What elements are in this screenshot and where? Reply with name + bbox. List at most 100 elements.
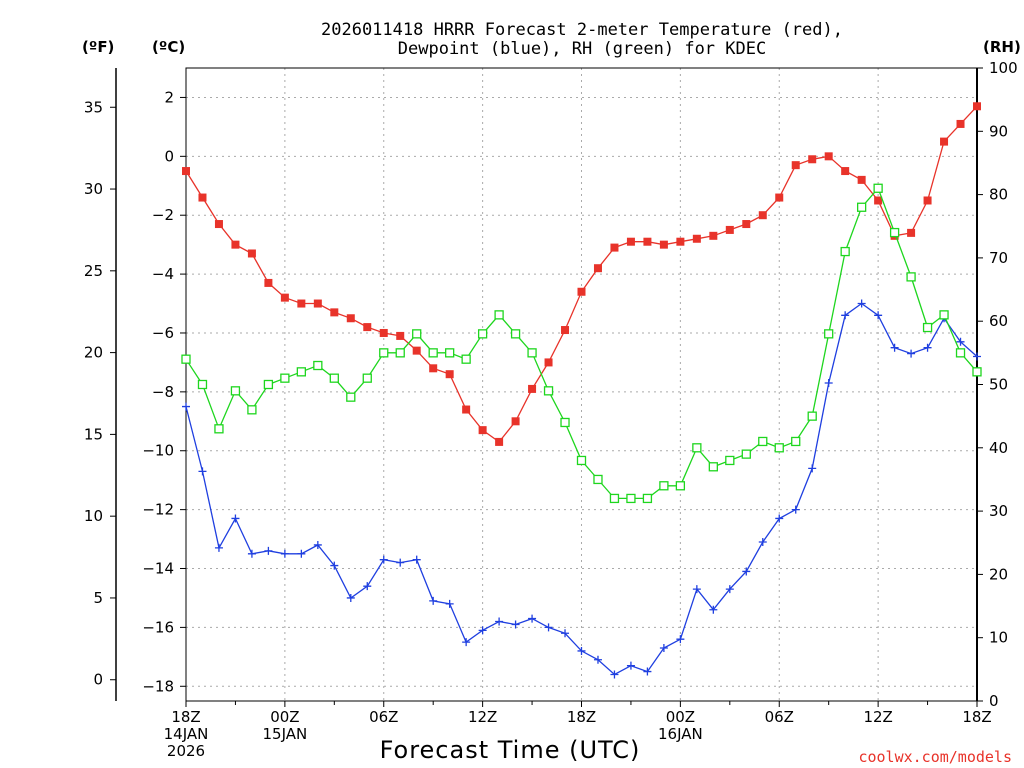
dewpoint-point	[841, 311, 850, 320]
rh-point	[906, 272, 916, 282]
rh-point	[873, 183, 883, 193]
temperature-point	[247, 249, 256, 258]
temperature-point	[593, 264, 602, 273]
temperature-point	[445, 370, 454, 379]
temperature-point	[330, 308, 339, 317]
rh-point	[758, 436, 768, 447]
fahrenheit-tick-label: 0	[93, 671, 103, 689]
x-tick-label: 15JAN	[263, 725, 308, 743]
rh-point	[889, 227, 900, 238]
temperature-point	[758, 211, 767, 220]
dewpoint-point	[478, 626, 487, 635]
rh-point	[840, 246, 850, 257]
celsius-tick-label: −2	[152, 206, 174, 224]
temperature-point	[511, 417, 520, 426]
celsius-tick-label: 0	[164, 147, 174, 165]
dewpoint-point	[725, 585, 734, 594]
dewpoint-point	[297, 549, 306, 558]
temperature-point	[379, 328, 388, 337]
rh-tick-label: 80	[989, 186, 1008, 204]
rh-tick-label: 100	[989, 59, 1018, 77]
dewpoint-point	[808, 464, 817, 473]
dewpoint-point	[626, 661, 635, 670]
celsius-tick-label: −14	[142, 560, 174, 578]
x-tick-label: 18Z	[171, 708, 200, 726]
dewpoint-point	[544, 623, 553, 632]
chart-title-line1: 2026011418 HRRR Forecast 2-meter Tempera…	[321, 20, 843, 40]
rh-point	[510, 329, 521, 339]
rh-point	[922, 322, 933, 333]
temperature-point	[874, 196, 883, 205]
dewpoint-point	[758, 538, 767, 547]
rh-point	[230, 386, 241, 396]
rh-tick-label: 10	[989, 629, 1008, 647]
dewpoint-point	[330, 561, 339, 570]
rh-point	[560, 417, 570, 428]
temperature-point	[297, 299, 306, 308]
rh-point	[593, 474, 603, 485]
dewpoint-point	[363, 582, 372, 591]
rh-point	[247, 405, 257, 415]
temperature-point	[676, 237, 685, 246]
temperature-point	[692, 234, 701, 243]
temperature-point	[643, 237, 652, 246]
dewpoint-point	[923, 343, 932, 352]
dewpoint-point	[610, 670, 619, 679]
temperature-point	[610, 243, 619, 252]
dewpoint-point	[577, 646, 586, 655]
x-tick-label: 00Z	[270, 708, 299, 726]
x-tick-label: 06Z	[369, 708, 398, 726]
celsius-tick-label: −6	[152, 324, 174, 342]
temperature-point	[659, 240, 668, 249]
rh-tick-label: 30	[989, 502, 1008, 520]
rh-point	[659, 481, 669, 491]
rh-point	[741, 449, 751, 459]
temperature-point	[824, 152, 833, 161]
temperature-point	[923, 196, 932, 205]
rh-tick-label: 0	[989, 692, 999, 710]
plot-area	[185, 67, 978, 702]
dewpoint-point	[742, 567, 751, 576]
rh-point	[708, 462, 718, 472]
dewpoint-point	[280, 549, 289, 558]
rh-tick-label: 50	[989, 376, 1008, 394]
rh-point	[428, 348, 438, 358]
fahrenheit-tick-label: 15	[84, 425, 103, 443]
rh-tick-label: 70	[989, 249, 1008, 267]
x-tick-label: 12Z	[468, 708, 497, 726]
x-tick-label: 00Z	[666, 708, 695, 726]
celsius-tick-label: −16	[142, 618, 174, 636]
dewpoint-point	[643, 667, 652, 676]
temperature-point	[808, 155, 817, 164]
temperature-point	[725, 225, 734, 234]
rh-point	[477, 329, 488, 339]
celsius-tick-label: −12	[142, 501, 174, 519]
celsius-tick-label: −18	[142, 677, 174, 695]
rh-point	[263, 379, 274, 390]
temperature-point	[313, 299, 322, 308]
rh-point	[379, 348, 389, 358]
chart-title-line2: Dewpoint (blue), RH (green) for KDEC	[398, 39, 766, 59]
rh-point	[395, 348, 405, 358]
temperature-point	[626, 237, 635, 246]
dewpoint-point	[890, 343, 899, 352]
temperature-point	[280, 293, 289, 302]
dewpoint-point	[907, 349, 916, 358]
celsius-tick-label: −8	[152, 383, 174, 401]
rh-tick-label: 40	[989, 439, 1008, 457]
dewpoint-point	[692, 585, 701, 594]
temperature-point	[841, 167, 850, 176]
temperature-point	[478, 426, 487, 435]
dewpoint-point	[511, 620, 520, 629]
rh-point	[346, 392, 356, 402]
dewpoint-point	[396, 558, 405, 567]
rh-point	[725, 455, 735, 466]
rh-point	[461, 354, 471, 364]
dewpoint-point	[214, 543, 223, 552]
rh-point	[609, 493, 620, 504]
temperature-point	[264, 278, 273, 287]
celsius-tick-label: −10	[142, 442, 174, 460]
temperature-point	[791, 161, 800, 170]
temperature-point	[182, 167, 190, 176]
temperature-point	[495, 437, 504, 446]
